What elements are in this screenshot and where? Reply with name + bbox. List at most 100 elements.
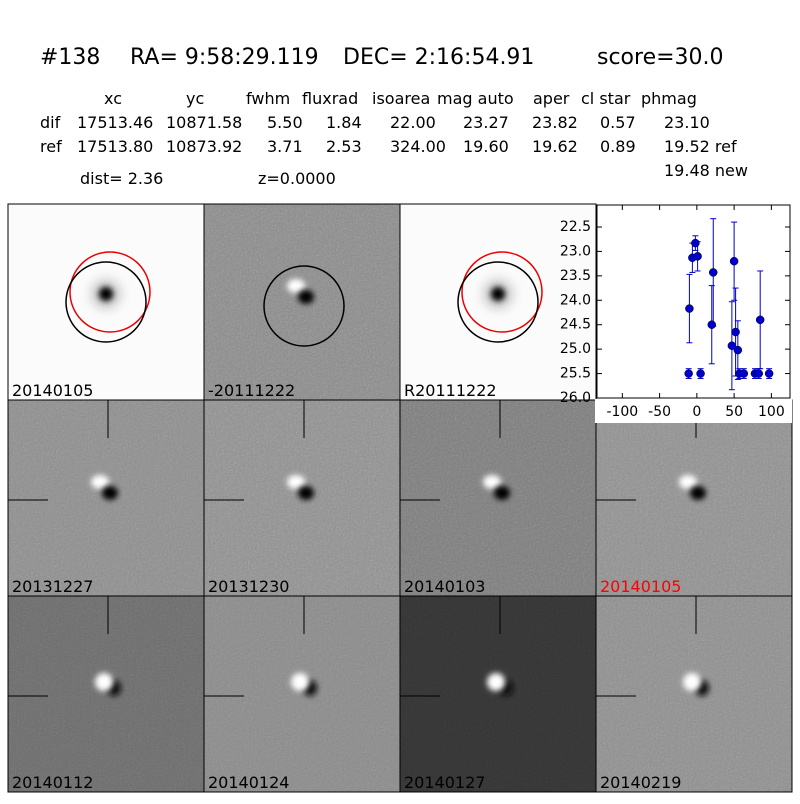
x-tick-label: 0 — [692, 404, 701, 420]
source-pos — [287, 279, 305, 293]
column-header: mag auto — [437, 89, 514, 108]
table-cell: 5.50 — [267, 113, 303, 132]
stamp: -20111222 — [203, 203, 401, 401]
table-cell: 1.84 — [326, 113, 362, 132]
stamp: 20140105 — [595, 399, 793, 597]
point — [731, 327, 740, 337]
ra: RA= 9:58:29.119 — [130, 45, 319, 70]
stamp-frame — [595, 595, 793, 793]
source-pos — [487, 673, 505, 691]
stamp: 20140103 — [399, 399, 597, 597]
table-cell: 17513.80 — [77, 137, 153, 156]
y-tick-label: 23.0 — [560, 243, 591, 259]
table-cell: 23.10 — [664, 113, 710, 132]
point — [693, 252, 702, 261]
y-tick-label: 23.5 — [560, 268, 591, 284]
point — [755, 315, 765, 325]
stamp: 20131227 — [7, 399, 205, 597]
stamp-label: 20140124 — [208, 773, 289, 792]
stamp-label: 20140112 — [12, 773, 93, 792]
table-cell: 324.00 — [390, 137, 446, 156]
source-neg — [102, 486, 118, 500]
stamp: R20111222 — [399, 203, 597, 401]
column-header: xc — [104, 89, 122, 108]
stamp-noise — [204, 596, 400, 792]
table-cell: 0.89 — [600, 137, 636, 156]
table-cell: 23.82 — [532, 113, 578, 132]
stamp: 20140105 — [7, 203, 205, 401]
source-pos — [683, 673, 701, 691]
stamp-label: 20140219 — [600, 773, 681, 792]
table-cell: 10873.92 — [166, 137, 242, 156]
plot-frame — [596, 204, 791, 399]
point — [707, 320, 717, 329]
source-pos — [95, 673, 113, 691]
stamp-label: 20140105 — [600, 577, 681, 596]
stamp-label: 20140103 — [404, 577, 485, 596]
det-circle — [457, 261, 539, 343]
source-pos — [679, 475, 697, 489]
stamp-label: -20111222 — [208, 381, 295, 400]
stamp: 20140127 — [399, 595, 597, 793]
column-header: isoarea — [372, 89, 430, 108]
x-tick-label: 100 — [758, 404, 785, 420]
column-header: fwhm — [246, 89, 290, 108]
ref-circle — [461, 251, 543, 333]
source-pos — [91, 475, 109, 489]
point — [684, 369, 693, 378]
y-tick-label: 22.5 — [560, 219, 591, 235]
table-cell: 19.52 ref — [664, 137, 737, 156]
point — [739, 369, 749, 378]
x-tick-label: -50 — [648, 404, 671, 420]
y-tick-label: 26.0 — [560, 390, 591, 406]
source-neg — [298, 290, 314, 304]
source-neg — [494, 486, 510, 500]
source-pos — [287, 475, 305, 489]
source-pos — [483, 475, 501, 489]
table-cell: 19.60 — [463, 137, 509, 156]
y-tick-label: 25.5 — [560, 366, 591, 382]
stamp-label: 20140127 — [404, 773, 485, 792]
source-pos — [291, 673, 309, 691]
score: score=30.0 — [597, 45, 724, 70]
xlabel-background — [595, 399, 792, 423]
stamp: 20140124 — [203, 595, 401, 793]
table-cell: 22.00 — [390, 113, 436, 132]
row-label: ref — [40, 137, 62, 156]
y-tick-label: 24.0 — [560, 292, 591, 308]
source — [99, 287, 113, 301]
plot-background — [597, 205, 790, 398]
point — [733, 345, 743, 355]
point — [754, 369, 763, 378]
point — [696, 369, 705, 378]
stamp: 20131230 — [203, 399, 401, 597]
row-label: dif — [40, 113, 61, 132]
stamp-label: 20131227 — [12, 577, 93, 596]
ref-circle — [69, 251, 151, 333]
source-neg — [298, 486, 314, 500]
points — [684, 218, 774, 391]
stamp-noise — [8, 596, 204, 792]
column-header: aper — [533, 89, 570, 108]
table-cell: 3.71 — [267, 137, 303, 156]
stamp: 20140112 — [7, 595, 205, 793]
stamp-label: R20111222 — [404, 381, 497, 400]
stamp-label: 20140105 — [12, 381, 93, 400]
det-circle — [65, 261, 147, 343]
candidate-id: #138 — [40, 45, 100, 70]
column-header: yc — [186, 89, 204, 108]
point — [729, 256, 739, 266]
stamp-noise — [400, 596, 596, 792]
det-circle — [263, 265, 345, 347]
stamp: 20140219 — [595, 595, 793, 793]
phmag-new: 19.48 new — [664, 161, 748, 180]
column-header: phmag — [641, 89, 697, 108]
table-cell: 23.27 — [463, 113, 509, 132]
column-header: fluxrad — [302, 89, 358, 108]
x-tick-label: 50 — [725, 404, 743, 420]
point — [708, 268, 718, 277]
dec: DEC= 2:16:54.91 — [343, 45, 534, 70]
stamp-noise — [596, 596, 792, 792]
point — [764, 369, 774, 378]
